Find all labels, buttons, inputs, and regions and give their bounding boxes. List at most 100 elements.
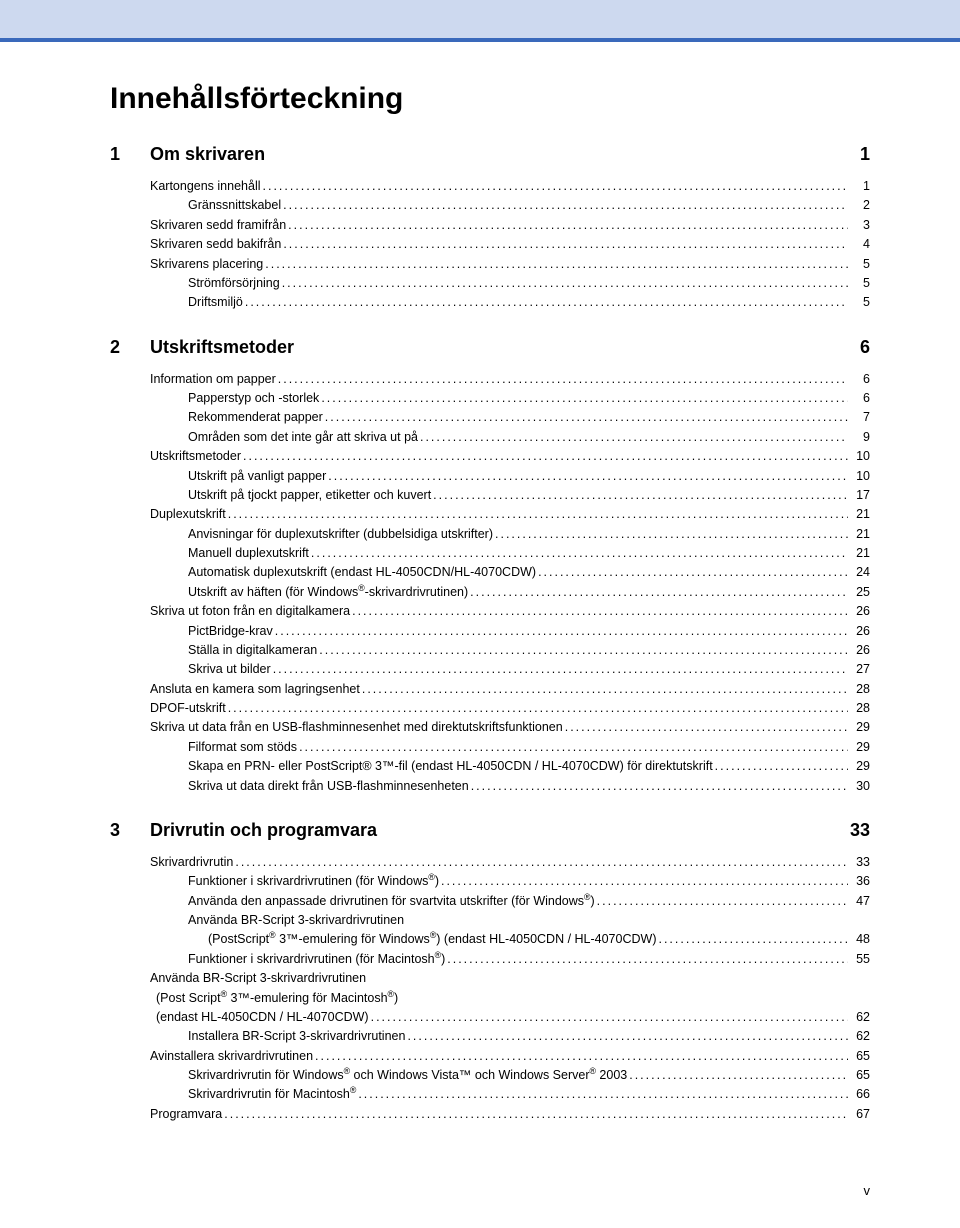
toc-page: 9 [848, 428, 870, 447]
toc-page: 26 [848, 641, 870, 660]
toc-page: 33 [848, 853, 870, 872]
toc-label: (endast HL-4050CDN / HL-4070CDW) [156, 1008, 369, 1027]
toc-leader-dots: ........................................… [439, 872, 848, 891]
toc-leader-dots: ........................................… [627, 1066, 848, 1085]
toc-label: Utskrift på tjockt papper, etiketter och… [188, 486, 431, 505]
toc-section: 2Utskriftsmetoder6Information om papper.… [110, 337, 870, 796]
toc-label: Utskrift på vanligt papper [188, 467, 326, 486]
toc-page: 28 [848, 699, 870, 718]
toc-leader-dots: ........................................… [445, 950, 848, 969]
toc-label: Skriva ut data direkt från USB-flashminn… [188, 777, 469, 796]
toc-line: Duplexutskrift..........................… [150, 505, 870, 524]
toc-label: Skrivardrivrutin för Windows® och Window… [188, 1066, 627, 1085]
toc-line: Installera BR-Script 3-skrivardrivrutine… [150, 1027, 870, 1046]
toc-leader-dots: ........................................… [493, 525, 848, 544]
chapter-title: Utskriftsmetoder [150, 337, 840, 358]
toc-page: 6 [848, 389, 870, 408]
toc-label: Installera BR-Script 3-skrivardrivrutine… [188, 1027, 405, 1046]
toc-page: 21 [848, 505, 870, 524]
toc-leader-dots: ........................................… [469, 777, 848, 796]
chapter-page: 6 [840, 337, 870, 358]
toc-label: Manuell duplexutskrift [188, 544, 309, 563]
toc-line: Filformat som stöds.....................… [150, 738, 870, 757]
toc-label: DPOF-utskrift [150, 699, 226, 718]
toc-label: Skrivardrivrutin [150, 853, 233, 872]
toc-leader-dots: ........................................… [405, 1027, 848, 1046]
toc-line: Anvisningar för duplexutskrifter (dubbel… [150, 525, 870, 544]
toc-body: Kartongens innehåll.....................… [110, 177, 870, 313]
toc-line: Skriva ut bilder........................… [150, 660, 870, 679]
toc-leader-dots: ........................................… [297, 738, 848, 757]
toc-label: Kartongens innehåll [150, 177, 261, 196]
toc-line: Skapa en PRN- eller PostScript® 3™-fil (… [150, 757, 870, 776]
toc-page: 30 [848, 777, 870, 796]
toc-page: 6 [848, 370, 870, 389]
toc-line: Utskriftsmetoder........................… [150, 447, 870, 466]
toc-leader-dots: ........................................… [313, 1047, 848, 1066]
toc-label: Skriva ut foton från en digitalkamera [150, 602, 350, 621]
toc-leader-dots: ........................................… [431, 486, 848, 505]
toc-leader-dots: ........................................… [241, 447, 848, 466]
toc-label: Anvisningar för duplexutskrifter (dubbel… [188, 525, 493, 544]
toc-line: Skriva ut data direkt från USB-flashminn… [150, 777, 870, 796]
toc-label: Information om papper [150, 370, 276, 389]
toc-label: Funktioner i skrivardrivrutinen (för Win… [188, 872, 439, 891]
toc-label: Papperstyp och -storlek [188, 389, 319, 408]
toc-label: PictBridge-krav [188, 622, 273, 641]
toc-line: Använda BR-Script 3-skrivardrivrutinen [150, 969, 870, 988]
toc-line: Programvara.............................… [150, 1105, 870, 1124]
toc-line: Skriva ut data från en USB-flashminnesen… [150, 718, 870, 737]
chapter-page: 1 [840, 144, 870, 165]
toc-page: 62 [848, 1027, 870, 1046]
chapter-number: 1 [110, 144, 150, 165]
toc-line: (Post Script® 3™-emulering för Macintosh… [150, 989, 870, 1008]
toc-line: Skrivaren sedd framifrån................… [150, 216, 870, 235]
toc-line: (endast HL-4050CDN / HL-4070CDW)........… [150, 1008, 870, 1027]
toc-label: Skapa en PRN- eller PostScript® 3™-fil (… [188, 757, 713, 776]
toc-line: Funktioner i skrivardrivrutinen (för Mac… [150, 950, 870, 969]
toc-leader-dots: ........................................… [356, 1085, 848, 1104]
chapter-number: 2 [110, 337, 150, 358]
toc-page: 67 [848, 1105, 870, 1124]
toc-label: Skriva ut bilder [188, 660, 271, 679]
toc-page: 10 [848, 467, 870, 486]
toc-leader-dots: ........................................… [418, 428, 848, 447]
toc-leader-dots: ........................................… [243, 293, 848, 312]
chapter-title: Om skrivaren [150, 144, 840, 165]
toc-line: Rekommenderat papper....................… [150, 408, 870, 427]
section-header: 1Om skrivaren1 [110, 144, 870, 165]
toc-line: Strömförsörjning........................… [150, 274, 870, 293]
toc-leader-dots: ........................................… [536, 563, 848, 582]
toc-line: (PostScript® 3™-emulering för Windows®) … [150, 930, 870, 949]
toc-page: 29 [848, 718, 870, 737]
toc-leader-dots: ........................................… [360, 680, 848, 699]
toc-page: 65 [848, 1047, 870, 1066]
toc-label: Avinstallera skrivardrivrutinen [150, 1047, 313, 1066]
page-number: v [864, 1183, 871, 1198]
toc-page: 4 [848, 235, 870, 254]
toc-leader-dots: ........................................… [350, 602, 848, 621]
toc-page: 65 [848, 1066, 870, 1085]
toc-page: 47 [848, 892, 870, 911]
toc-page: 29 [848, 738, 870, 757]
toc-page: 25 [848, 583, 870, 602]
toc-leader-dots: ........................................… [563, 718, 848, 737]
toc-leader-dots: ........................................… [595, 892, 848, 911]
toc-line: Områden som det inte går att skriva ut p… [150, 428, 870, 447]
toc-label: Filformat som stöds [188, 738, 297, 757]
toc-container: 1Om skrivaren1Kartongens innehåll.......… [110, 144, 870, 1124]
toc-leader-dots: ........................................… [276, 370, 848, 389]
toc-page: 1 [848, 177, 870, 196]
toc-leader-dots: ........................................… [468, 583, 848, 602]
toc-page: 27 [848, 660, 870, 679]
content-area: Innehållsförteckning 1Om skrivaren1Karto… [0, 42, 960, 1124]
toc-label: (Post Script® 3™-emulering för Macintosh… [156, 989, 398, 1008]
toc-leader-dots: ........................................… [280, 274, 848, 293]
toc-line: Gränssnittskabel........................… [150, 196, 870, 215]
toc-label: Utskrift av häften (för Windows®-skrivar… [188, 583, 468, 602]
toc-leader-dots: ........................................… [233, 853, 848, 872]
toc-page: 36 [848, 872, 870, 891]
toc-leader-dots: ........................................… [286, 216, 848, 235]
toc-page: 48 [848, 930, 870, 949]
toc-page: 2 [848, 196, 870, 215]
